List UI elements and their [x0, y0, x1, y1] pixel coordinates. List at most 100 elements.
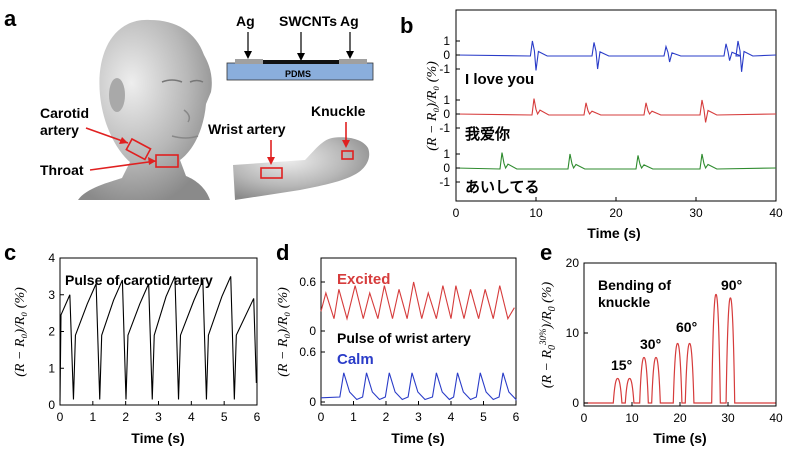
panel-b-ticks: 10-110-110-10 10 20 30 40 — [439, 34, 783, 220]
panel-c-xaxis-tick-label: 1 — [89, 410, 96, 424]
angle-label-60: 60° — [676, 319, 697, 335]
panel-c-yaxis-tick-label: 1 — [48, 361, 55, 375]
series-label-chinese: 我爱你 — [465, 125, 510, 143]
swcnt-channel — [263, 60, 339, 64]
series-line-b-0 — [455, 40, 777, 72]
panel-d-xaxis-tick-label: 6 — [513, 410, 520, 424]
panel-label-b: b — [400, 13, 413, 38]
panel-b-xlabel: Time (s) — [587, 225, 640, 241]
throat-arrowhead — [148, 157, 156, 165]
panel-d-ticks: 0.600.600 1 2 3 4 5 6 — [299, 275, 519, 424]
panel-e-yaxis-tick-label: 20 — [566, 256, 580, 270]
panel-d-ytick-label: 0 — [309, 324, 316, 338]
mouth — [171, 135, 199, 139]
panel-label-c: c — [4, 240, 16, 265]
panel-c-xaxis-tick-label: 4 — [188, 410, 195, 424]
panel-b-ytick-label: -1 — [439, 175, 450, 189]
panel-d-title: Pulse of wrist artery — [337, 330, 471, 346]
panel-d-xaxis-tick-label: 0 — [318, 410, 325, 424]
panel-e-title-line2: knuckle — [598, 294, 650, 310]
series-line-d-excited — [320, 281, 515, 321]
panel-e-xaxis-tick-label: 10 — [625, 411, 639, 425]
schematic-swcnts: SWCNTs — [279, 13, 337, 29]
eyes — [161, 79, 204, 83]
panel-e-yaxis-tick-label: 10 — [566, 326, 580, 340]
series-line-b-1 — [455, 98, 777, 123]
panel-e-ylabel: (R − R030%)/R0 (%) — [538, 282, 558, 389]
series-label-i-love-you: I love you — [465, 71, 534, 88]
panel-c-yaxis-tick-label: 0 — [48, 398, 55, 412]
panel-label-e: e — [540, 240, 552, 265]
panel-b-ytick-label: 0 — [443, 48, 450, 62]
angle-label-30: 30° — [640, 336, 661, 352]
panel-b-ylabel: (R − R₀)/R₀ (%) — [425, 61, 440, 151]
series-label-japanese: あいしてる — [465, 178, 540, 196]
angle-label-15: 15° — [611, 357, 632, 373]
panel-d-xaxis-tick-label: 1 — [350, 410, 357, 424]
wrist-arrowhead — [267, 157, 275, 165]
panel-e-title-line1: Bending of — [598, 277, 671, 293]
panel-b-ytick-label: 0 — [443, 107, 450, 121]
panel-e-xaxis-tick-label: 30 — [721, 411, 735, 425]
panel-d-ytick-label: 0.6 — [299, 275, 316, 289]
panel-c-title: Pulse of carotid artery — [65, 272, 213, 288]
device-schematic: Ag SWCNTs Ag PDMS — [226, 13, 374, 81]
panel-b-ytick-label: -1 — [439, 62, 450, 76]
wrist-illustration — [233, 137, 370, 200]
hand-shape — [233, 137, 370, 200]
panel-c-xaxis-tick-label: 3 — [155, 410, 162, 424]
panel-b: b 10-110-110-10 10 20 30 40 Time (s) (R − R₀… — [400, 9, 783, 241]
series-line-d-calm — [320, 372, 517, 401]
panel-d-xaxis-tick-label: 2 — [383, 410, 390, 424]
ag-electrode-left — [235, 59, 263, 64]
panel-d-ytick-label: 0.6 — [299, 345, 316, 359]
panel-b-ytick-label: 0 — [443, 161, 450, 175]
panel-c-xaxis-tick-label: 0 — [57, 410, 64, 424]
knuckle-label: Knuckle — [311, 103, 366, 119]
knuckle-arrowhead — [342, 140, 350, 148]
panel-c-yaxis-tick-label: 3 — [48, 288, 55, 302]
series-line-b-2 — [455, 152, 777, 170]
panel-a: a Carotid artery Throat — [4, 6, 374, 201]
panel-e-xaxis-tick-label: 0 — [581, 411, 588, 425]
carotid-label-line2: artery — [40, 122, 79, 138]
panel-d-xaxis-tick-label: 4 — [448, 410, 455, 424]
panel-b-xaxis-tick-label: 20 — [609, 206, 623, 220]
panel-b-ytick-label: 1 — [443, 147, 450, 161]
ear — [109, 78, 125, 112]
throat-arrow — [89, 160, 157, 171]
angle-label-90: 90° — [721, 277, 742, 293]
panel-b-ytick-label: 1 — [443, 93, 450, 107]
plot-frame-b — [455, 9, 777, 202]
panel-c-xaxis-tick-label: 6 — [254, 410, 261, 424]
carotid-sensor-box — [125, 137, 152, 161]
panel-e-xaxis-tick-label: 20 — [673, 411, 687, 425]
head-illustration — [78, 19, 212, 201]
panel-d-xaxis-tick-label: 5 — [480, 410, 487, 424]
panel-d-ylabel: (R − R₀)/R₀ (%) — [276, 287, 291, 377]
ag-electrode-right — [339, 59, 367, 64]
panel-d: d 0.600.600 1 2 3 4 5 6 Excited Pulse of wrist… — [276, 240, 520, 446]
panel-b-ytick-label: -1 — [439, 121, 450, 135]
wrist-label: Wrist artery — [208, 121, 286, 137]
carotid-label: Carotid artery — [40, 105, 93, 138]
panel-b-xaxis-tick-label: 10 — [529, 206, 543, 220]
panel-e-xlabel: Time (s) — [653, 430, 706, 446]
panel-c-yaxis-tick-label: 2 — [48, 325, 55, 339]
panel-c-ylabel: (R − R₀)/R₀ (%) — [13, 287, 28, 377]
panel-e-xaxis-tick-label: 40 — [769, 411, 783, 425]
carotid-label-line1: Carotid — [40, 105, 89, 121]
panel-b-xaxis-tick-label: 40 — [769, 206, 783, 220]
nose — [183, 109, 191, 123]
series-line-c — [59, 276, 257, 402]
series-label-calm: Calm — [337, 351, 374, 368]
panel-b-series — [455, 40, 777, 170]
panel-d-xaxis-tick-label: 3 — [415, 410, 422, 424]
panel-e-ticks: 0 10 20 30 40 0 10 20 — [566, 256, 783, 425]
panel-c-ticks: 0 1 2 3 4 5 6 0 1 2 3 4 — [48, 251, 260, 424]
panel-label-a: a — [4, 6, 17, 31]
wrist-sensor-box — [260, 167, 283, 179]
panel-e-title: Bending of knuckle — [598, 277, 675, 310]
schematic-pdms: PDMS — [285, 69, 311, 79]
